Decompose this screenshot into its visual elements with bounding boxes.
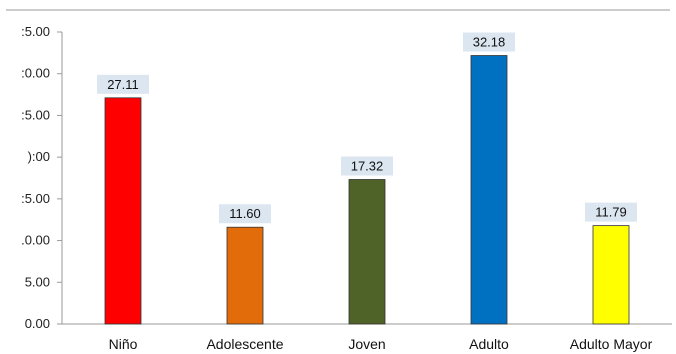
data-label: 11.60 xyxy=(229,206,261,221)
y-tick-label: :0.00 xyxy=(21,66,50,81)
category-label: Adulto Mayor xyxy=(570,336,653,352)
data-label: 32.18 xyxy=(473,35,506,50)
y-tick-label: :5.00 xyxy=(21,24,50,39)
bar-adulto xyxy=(470,55,508,325)
bars-group: 27.11 11.60 17.32 32.18 11.79 xyxy=(97,32,637,325)
bar-ni-o xyxy=(104,97,142,325)
category-label: Adulto xyxy=(469,336,509,352)
category-label: Niño xyxy=(109,336,138,352)
data-label-background xyxy=(463,32,515,52)
y-tick-label: .0.00 xyxy=(21,233,50,248)
y-tick-label: 0.00 xyxy=(25,316,50,331)
data-label: 17.32 xyxy=(351,159,384,174)
y-tick-label: :5.00 xyxy=(21,107,50,122)
category-label: Adolescente xyxy=(206,336,283,352)
data-label: 11.79 xyxy=(595,205,627,220)
category-label: Joven xyxy=(348,336,385,352)
data-label-background xyxy=(219,204,271,224)
y-tick-label: ):00 xyxy=(28,149,50,164)
data-label-background xyxy=(97,74,149,94)
data-label: 27.11 xyxy=(107,77,139,92)
y-tick-label: 5.00 xyxy=(25,274,50,289)
y-axis-ticks: :5.00 :0.00 :5.00 ):00 :5.00 .0.00 5.00 0.00 xyxy=(21,24,62,331)
y-tick-label: :5.00 xyxy=(21,191,50,206)
data-label-background xyxy=(341,156,393,176)
data-label-background xyxy=(585,202,637,222)
category-labels: Niño Adolescente Joven Adulto Adulto Mayor xyxy=(109,336,653,352)
bar-adulto-mayor xyxy=(592,225,630,325)
bar-adolescente xyxy=(226,226,264,325)
bar-joven xyxy=(348,179,386,325)
